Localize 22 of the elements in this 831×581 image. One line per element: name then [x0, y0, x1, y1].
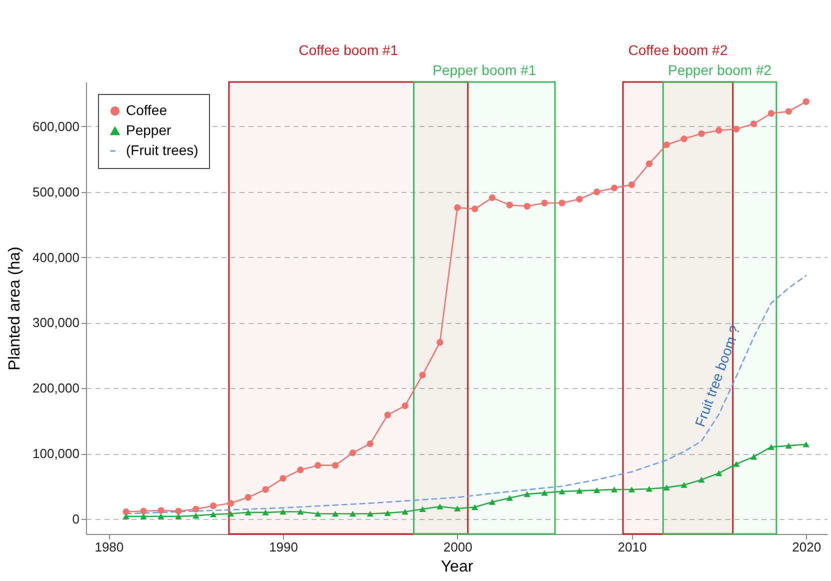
y-tick-label: 200,000 — [32, 380, 80, 396]
y-tick-label: 0 — [72, 511, 80, 526]
band-label: Coffee boom #1 — [298, 42, 398, 58]
x-axis-title: Year — [440, 558, 474, 576]
x-tick-label: 2010 — [618, 540, 647, 554]
annotation: Fruit tree boom ? — [692, 322, 744, 429]
x-tick-label: 2020 — [792, 540, 822, 554]
y-tick-label: 400,000 — [32, 250, 80, 265]
x-tick-label: 1990 — [269, 540, 298, 554]
band-label: Pepper boom #1 — [432, 62, 536, 78]
y-tick-label: 100,000 — [32, 446, 80, 462]
legend-label: (Fruit trees) — [126, 142, 198, 158]
y-tick-label: 300,000 — [32, 315, 80, 330]
x-tick-label: 2000 — [443, 540, 472, 554]
band-label: Pepper boom #2 — [668, 62, 772, 78]
x-tick-label: 1980 — [94, 540, 124, 554]
y-axis-title: Planted area (ha) — [6, 246, 24, 370]
legend-label: Pepper — [126, 122, 172, 138]
y-tick-label: 600,000 — [32, 118, 80, 134]
band-label: Coffee boom #2 — [628, 42, 728, 58]
y-tick-label: 500,000 — [32, 184, 80, 200]
legend-label: Coffee — [126, 102, 168, 118]
